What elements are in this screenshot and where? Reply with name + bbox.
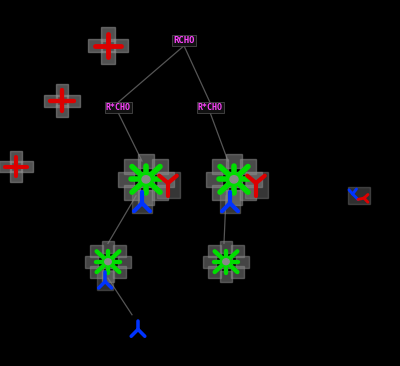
- Bar: [101, 51, 115, 64]
- Bar: [124, 159, 140, 174]
- Circle shape: [230, 176, 238, 183]
- Bar: [348, 187, 370, 203]
- Circle shape: [223, 259, 229, 265]
- Bar: [226, 154, 242, 168]
- Bar: [203, 256, 216, 268]
- Bar: [157, 172, 180, 198]
- Bar: [158, 172, 174, 187]
- Bar: [208, 245, 221, 257]
- Bar: [212, 159, 228, 174]
- Bar: [206, 172, 222, 187]
- Bar: [220, 241, 232, 253]
- Bar: [240, 159, 256, 174]
- Bar: [85, 256, 98, 268]
- Bar: [246, 172, 262, 187]
- Circle shape: [105, 259, 111, 265]
- Bar: [245, 172, 268, 198]
- Bar: [10, 151, 22, 162]
- Bar: [56, 105, 68, 117]
- Bar: [0, 161, 11, 172]
- Bar: [208, 266, 221, 278]
- Bar: [10, 171, 22, 182]
- Text: R*CHO: R*CHO: [106, 104, 130, 112]
- Bar: [226, 190, 242, 205]
- Bar: [21, 161, 33, 172]
- Bar: [44, 95, 57, 107]
- Bar: [101, 27, 115, 41]
- Bar: [231, 245, 244, 257]
- Bar: [138, 172, 154, 187]
- Bar: [220, 256, 232, 268]
- Bar: [124, 185, 140, 199]
- Bar: [114, 39, 128, 52]
- Bar: [102, 256, 114, 268]
- Bar: [240, 185, 256, 199]
- Text: R*CHO: R*CHO: [198, 104, 222, 112]
- Bar: [113, 245, 126, 257]
- Bar: [152, 185, 168, 199]
- Bar: [220, 270, 232, 283]
- Bar: [56, 84, 68, 96]
- Bar: [90, 245, 103, 257]
- Bar: [236, 256, 249, 268]
- Bar: [90, 266, 103, 278]
- Bar: [102, 270, 114, 283]
- Bar: [97, 270, 114, 290]
- Bar: [56, 95, 68, 107]
- Bar: [10, 161, 22, 172]
- Bar: [101, 39, 115, 52]
- Text: RCHO: RCHO: [173, 36, 195, 45]
- Circle shape: [142, 176, 150, 183]
- Bar: [212, 185, 228, 199]
- Bar: [231, 266, 244, 278]
- Bar: [88, 39, 102, 52]
- Bar: [138, 154, 154, 168]
- Bar: [113, 266, 126, 278]
- Bar: [118, 172, 134, 187]
- Bar: [67, 95, 80, 107]
- Bar: [102, 241, 114, 253]
- Bar: [152, 159, 168, 174]
- Bar: [118, 256, 131, 268]
- Bar: [220, 190, 240, 213]
- Bar: [132, 190, 152, 213]
- Bar: [138, 190, 154, 205]
- Bar: [226, 172, 242, 187]
